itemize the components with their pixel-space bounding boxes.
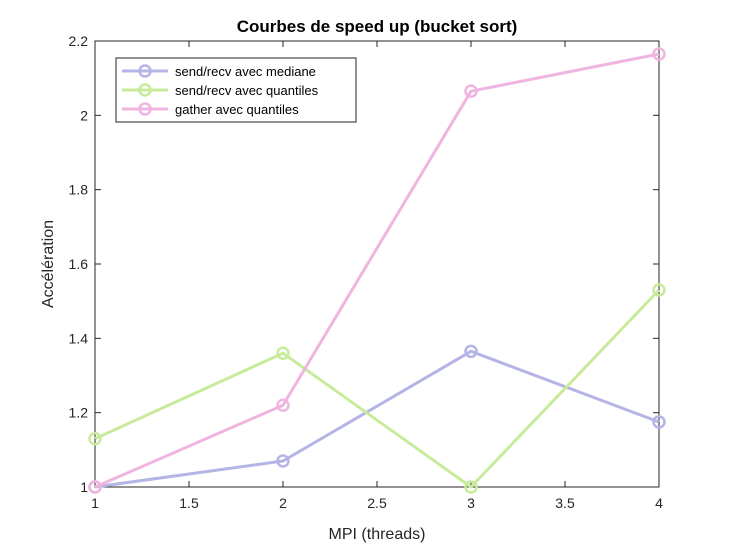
data-point [276,454,290,468]
legend-swatch-marker [138,83,152,97]
legend-entry-label: gather avec quantiles [175,102,299,117]
data-point [652,415,666,429]
x-tick-label: 3.5 [555,495,575,511]
series-3 [88,47,666,494]
y-tick-label: 1.6 [69,256,89,272]
axis-ticks: 1 1.5 2 2.5 3 3.5 4 1 1.2 1.4 1.6 1.8 2 2.2 [69,33,664,511]
x-axis-label: MPI (threads) [329,526,426,543]
y-tick-label: 2 [80,107,88,123]
y-tick-label: 1.8 [69,182,89,198]
series-line [94,52,660,489]
y-tick-label: 1.4 [69,330,89,346]
chart-title: Courbes de speed up (bucket sort) [237,17,518,36]
legend-swatch-marker [138,64,152,78]
series-layer [88,47,666,494]
data-point [652,47,666,61]
data-point [88,431,102,446]
x-tick-label: 2.5 [367,495,387,511]
x-tick-label: 4 [655,495,663,511]
y-tick-label: 2.2 [69,33,89,49]
x-tick-label: 1.5 [179,495,199,511]
series-2 [88,283,666,494]
legend: send/recv avec mediane send/recv avec qua… [115,57,357,123]
y-tick-label: 1 [80,479,88,495]
data-point [276,346,290,360]
y-tick-label: 1.2 [69,405,89,421]
data-point [276,398,290,412]
data-point [464,84,478,98]
x-tick-label: 1 [91,495,99,511]
data-point [464,344,478,359]
data-point [464,480,478,494]
legend-entry-label: send/recv avec quantiles [175,83,319,98]
data-point [652,283,666,297]
data-point [88,480,102,494]
x-tick-label: 3 [467,495,475,511]
legend-swatch-marker [138,102,152,116]
y-axis-label: Accélération [40,220,57,308]
series-line [94,288,661,489]
x-tick-label: 2 [279,495,287,511]
legend-entry-label: send/recv avec mediane [175,64,316,79]
